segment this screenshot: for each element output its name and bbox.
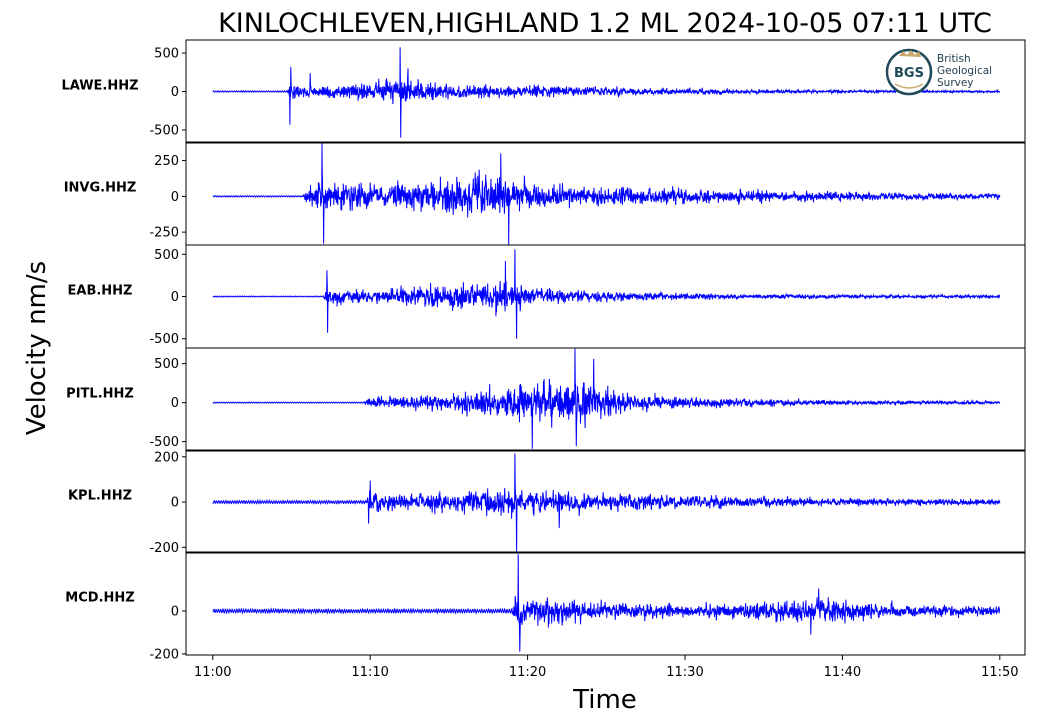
y-tick-label: 500 — [154, 248, 179, 263]
panels: 500 0 -500 LAWE.HHZ 250 0 -250 INVG.HHZ 500 0 -500… — [61, 39, 1026, 662]
panel-eab-hhz: 500 0 -500 EAB.HHZ — [68, 244, 1026, 349]
y-tick-label: 0 — [171, 396, 179, 411]
laurel-icon — [894, 83, 924, 89]
bgs-logo-line-1: British — [937, 53, 971, 65]
y-tick-label: 500 — [154, 47, 179, 62]
y-tick-label: 500 — [154, 357, 179, 372]
series-line-invg-hhz — [212, 143, 1001, 246]
panel-mcd-hhz: 0 -200 MCD.HHZ — [65, 551, 1026, 662]
station-label: LAWE.HHZ — [61, 79, 138, 94]
x-tick-label: 11:30 — [666, 665, 703, 680]
y-tick-label: 0 — [171, 605, 179, 620]
bgs-logo-ring — [885, 48, 933, 96]
y-tick-label: -500 — [149, 435, 179, 450]
x-tick-label: 11:40 — [824, 665, 861, 680]
panel-frame — [185, 449, 1026, 554]
series-line-kpl-hhz — [212, 453, 1001, 554]
x-tick-label: 11:00 — [194, 665, 231, 680]
series-line-pitl-hhz — [212, 348, 1001, 449]
station-label: PITL.HHZ — [66, 387, 134, 402]
chart-title: KINLOCHLEVEN,HIGHLAND 1.2 ML 2024-10-05 … — [218, 8, 992, 39]
y-tick-label: -500 — [149, 332, 179, 347]
station-label: INVG.HHZ — [64, 181, 137, 196]
bgs-logo-monogram: BGS — [894, 66, 924, 81]
x-tick-label: 11:10 — [351, 665, 388, 680]
y-tick-label: 0 — [171, 85, 179, 100]
panel-kpl-hhz: 200 0 -200 KPL.HHZ — [68, 449, 1026, 556]
x-tick-label: 11:50 — [981, 665, 1018, 680]
y-axis-label: Velocity nm/s — [22, 261, 52, 435]
panel-lawe-hhz: 500 0 -500 LAWE.HHZ — [61, 39, 1026, 144]
y-tick-label: -250 — [149, 226, 179, 241]
panel-frame — [185, 347, 1026, 452]
y-tick-label: 0 — [171, 190, 179, 205]
series-line-eab-hhz — [212, 249, 1001, 339]
y-tick-label: -200 — [149, 647, 179, 662]
bgs-logo-line-3: Survey — [937, 77, 974, 89]
x-axis: 11:00 11:10 11:20 11:30 11:40 11:50 — [194, 655, 1019, 680]
panel-pitl-hhz: 500 0 -500 PITL.HHZ — [66, 347, 1026, 452]
panel-frame — [185, 551, 1026, 656]
y-tick-label: -200 — [149, 541, 179, 556]
y-tick-label: 0 — [171, 496, 179, 511]
series-line-lawe-hhz — [212, 47, 1001, 138]
x-axis-label: Time — [572, 685, 637, 715]
y-tick-label: 0 — [171, 290, 179, 305]
y-tick-label: 250 — [154, 154, 179, 169]
y-tick-label: -500 — [149, 123, 179, 138]
station-label: EAB.HHZ — [68, 284, 133, 299]
x-tick-label: 11:20 — [509, 665, 546, 680]
bgs-logo: BGS British Geological Survey — [885, 48, 992, 96]
bgs-logo-line-2: Geological — [937, 65, 992, 77]
station-label: KPL.HHZ — [68, 489, 132, 504]
crown-icon — [899, 50, 921, 57]
panel-invg-hhz: 250 0 -250 INVG.HHZ — [64, 141, 1026, 246]
series-line-mcd-hhz — [212, 554, 1001, 652]
y-tick-label: 200 — [154, 450, 179, 465]
station-label: MCD.HHZ — [65, 591, 134, 606]
